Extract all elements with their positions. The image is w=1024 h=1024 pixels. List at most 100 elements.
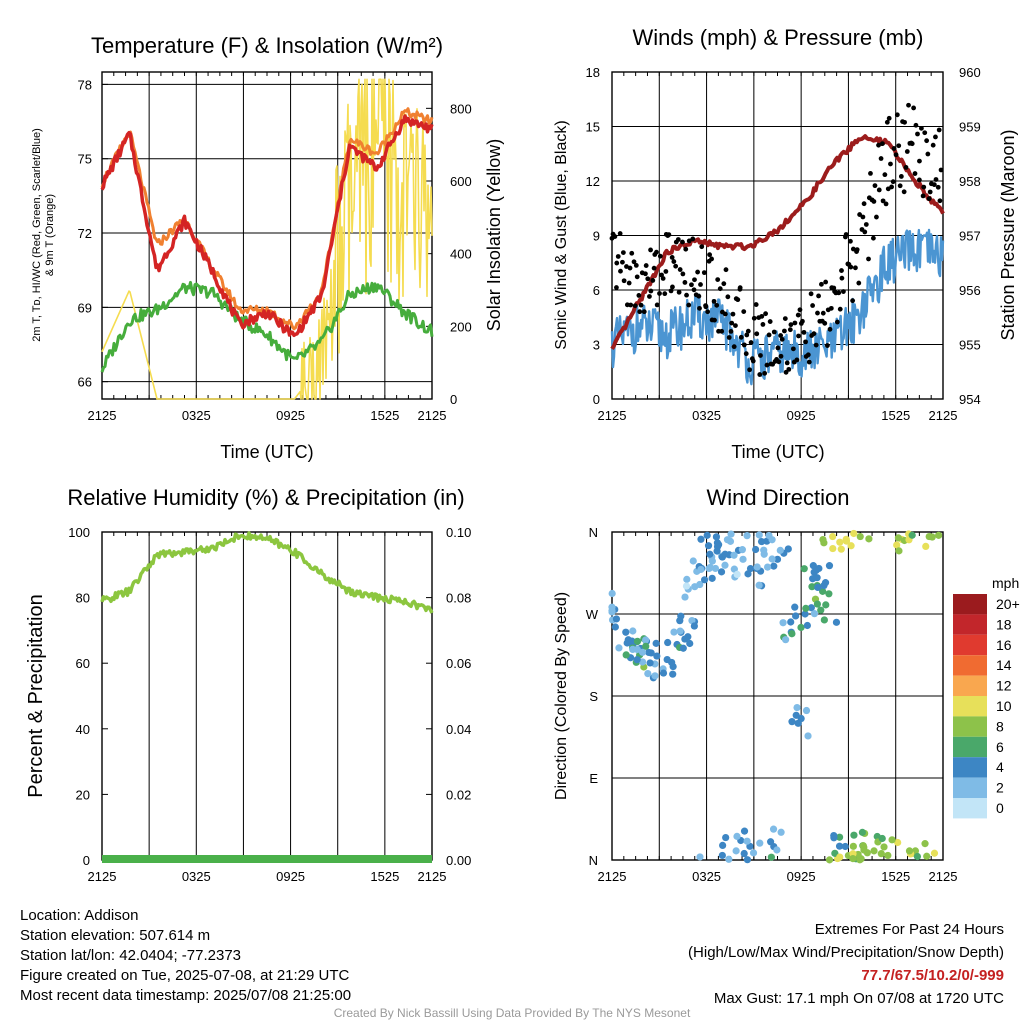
wind-ytick-label: 15 <box>586 120 600 135</box>
wind-xtick-label: 2125 <box>598 408 627 423</box>
gust-point <box>903 165 909 170</box>
rh-y2tick-label: 0.00 <box>446 853 471 868</box>
temp-ylabel: 2m T, Tᴅ, HI/WC (Red, Green, Scarlet/Blu… <box>31 128 56 342</box>
dir-ytick-label: E <box>589 771 598 786</box>
direction-point <box>836 538 844 546</box>
direction-point <box>829 544 837 553</box>
gust-point <box>868 171 873 176</box>
temp-xtick-label: 0925 <box>276 408 305 423</box>
direction-point <box>738 546 746 554</box>
gust-point <box>876 187 882 193</box>
gust-point <box>705 309 711 315</box>
two-meter-temp-line <box>100 114 434 338</box>
extremes-subtitle: (High/Low/Max Wind/Precipitation/Snow De… <box>688 944 1004 961</box>
gust-point <box>937 198 943 204</box>
direction-point <box>820 581 828 590</box>
gust-point <box>695 269 701 275</box>
gust-point <box>683 246 689 252</box>
gust-point <box>647 294 652 299</box>
direction-point <box>767 853 775 861</box>
wind-ytick-label: 12 <box>586 174 600 189</box>
gust-point <box>909 141 915 147</box>
gust-point <box>823 279 829 285</box>
gust-point <box>631 259 637 265</box>
gust-point <box>790 346 796 352</box>
gust-point <box>686 238 692 244</box>
gust-point <box>886 115 892 121</box>
gust-point <box>686 302 692 308</box>
direction-point <box>645 648 653 657</box>
gust-point <box>628 302 634 308</box>
gust-point <box>893 152 899 158</box>
gust-point <box>889 184 894 190</box>
gust-point <box>703 304 709 310</box>
rh-ytick-label: 20 <box>76 787 90 802</box>
gust-point <box>696 293 702 299</box>
direction-point <box>793 703 801 712</box>
gust-point <box>811 331 817 337</box>
gust-point <box>691 287 697 293</box>
gust-point <box>882 172 888 178</box>
direction-point <box>717 568 726 576</box>
gust-point <box>701 270 707 276</box>
gust-point <box>682 280 688 285</box>
gust-point <box>874 214 879 220</box>
gust-point <box>911 105 917 111</box>
direction-point <box>831 849 839 857</box>
direction-point <box>706 550 714 558</box>
legend-swatch <box>953 634 987 656</box>
wind-xtick-label: 0325 <box>692 408 721 423</box>
dir-xtick-label: 2125 <box>598 869 627 884</box>
rh-y2tick-label: 0.04 <box>446 722 471 737</box>
gust-point <box>916 177 922 183</box>
direction-point <box>810 610 819 618</box>
gust-point <box>741 342 747 348</box>
temp-xlabel: Time (UTC) <box>220 442 313 462</box>
gust-point <box>648 247 653 253</box>
direction-point <box>921 840 929 848</box>
gust-point <box>671 259 677 264</box>
direction-point <box>769 825 778 833</box>
gust-point <box>757 372 763 377</box>
gust-point <box>626 280 632 286</box>
rh-y2tick-label: 0.02 <box>446 787 471 802</box>
gust-point <box>779 336 785 342</box>
gust-point <box>856 280 862 286</box>
gust-point <box>666 232 672 238</box>
gust-point <box>643 263 649 268</box>
gust-point <box>850 246 856 252</box>
wind-xtick-label: 2125 <box>929 408 958 423</box>
temp-ytick-label: 66 <box>78 375 92 390</box>
gust-point <box>906 102 911 108</box>
direction-point <box>792 612 800 620</box>
wind-xtick-label: 1525 <box>881 408 910 423</box>
extremes-title: Extremes For Past 24 Hours <box>814 921 1004 938</box>
gust-point <box>883 201 889 207</box>
gust-point <box>668 288 674 294</box>
wind-title: Winds (mph) & Pressure (mb) <box>633 25 924 50</box>
direction-point <box>850 529 858 538</box>
gust-point <box>919 125 924 131</box>
direction-point <box>850 831 858 839</box>
legend-swatch <box>953 798 987 819</box>
gust-point <box>747 367 753 373</box>
gust-point <box>788 322 794 328</box>
direction-point <box>849 855 857 863</box>
direction-point <box>817 606 825 614</box>
direction-point <box>615 644 623 652</box>
direction-point <box>849 842 857 850</box>
direction-point <box>703 531 711 539</box>
gust-point <box>808 291 814 297</box>
dir-xtick-label: 0925 <box>787 869 816 884</box>
direction-point <box>763 563 772 571</box>
gust-point <box>660 276 666 281</box>
gust-point <box>803 339 808 345</box>
gust-point <box>853 265 858 271</box>
direction-point <box>923 852 931 860</box>
gust-point <box>904 149 910 154</box>
gust-point <box>615 254 621 259</box>
gust-point <box>819 281 824 287</box>
gust-point <box>848 238 853 244</box>
gust-point <box>633 263 639 268</box>
gust-point <box>721 281 727 287</box>
